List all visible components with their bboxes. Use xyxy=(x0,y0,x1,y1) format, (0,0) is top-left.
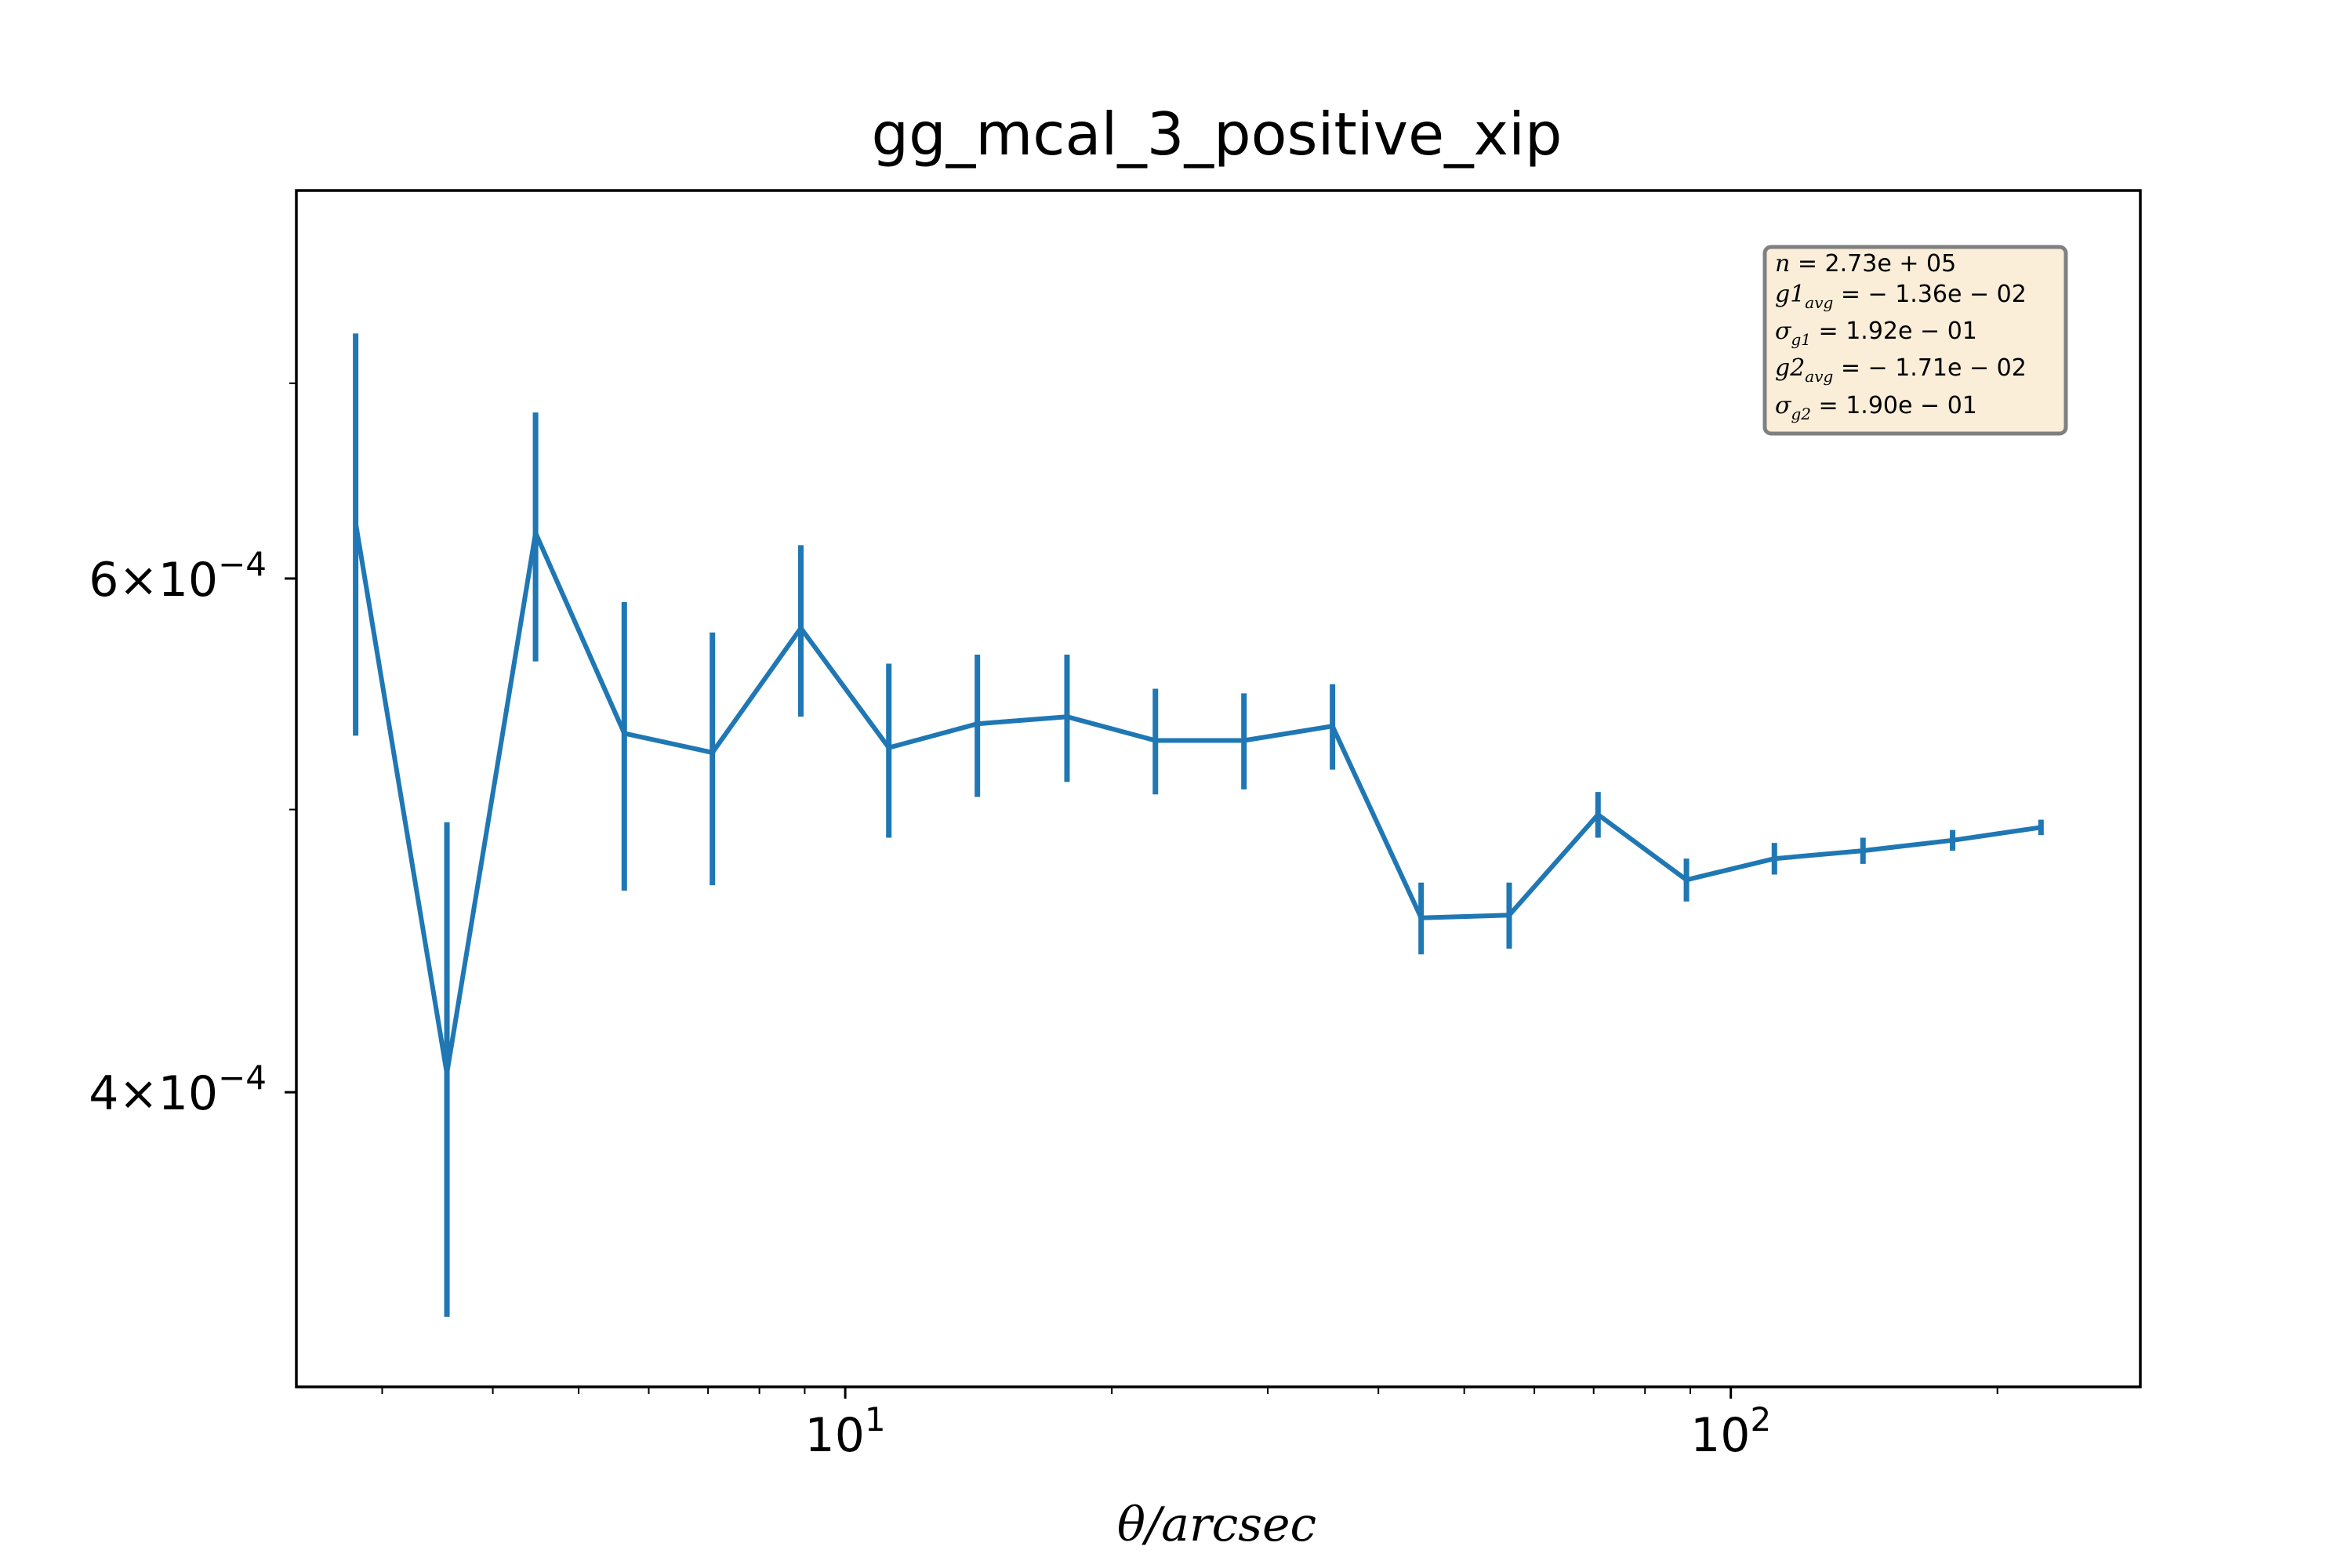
data-point xyxy=(1418,915,1424,920)
data-point xyxy=(1950,837,1955,843)
data-point xyxy=(1595,812,1601,818)
data-point xyxy=(353,520,358,525)
data-point xyxy=(1241,738,1247,743)
stat-g1-avg: g1avg = − 1.36e − 02 xyxy=(1775,281,2027,312)
x-tick-label: 101 xyxy=(805,1400,886,1463)
stat-sigma-g1: σg1 = 1.92e − 01 xyxy=(1775,318,1977,349)
data-point xyxy=(445,1071,450,1076)
data-point xyxy=(1860,848,1866,854)
x-axis: 101 102 xyxy=(381,1387,1998,1463)
chart-title: gg_mcal_3_positive_xip xyxy=(871,100,1562,169)
stat-n: n = 2.73e + 05 xyxy=(1775,250,1956,278)
data-point xyxy=(1772,856,1777,862)
data-point xyxy=(1684,877,1690,883)
stat-sigma-g2: σg2 = 1.90e − 01 xyxy=(1775,392,1977,423)
x-axis-label: θ/arcsec xyxy=(1117,1497,1316,1552)
y-tick-label: 4×10−4 xyxy=(89,1058,267,1121)
series-group xyxy=(353,333,2044,1317)
data-point xyxy=(2038,825,2044,830)
y-tick-label: 6×10−4 xyxy=(89,545,267,608)
data-point xyxy=(622,731,627,736)
data-point xyxy=(1330,724,1335,729)
data-point xyxy=(798,626,804,631)
data-point xyxy=(533,530,539,535)
data-point xyxy=(1152,738,1158,743)
data-point xyxy=(710,750,715,755)
stats-annotation-box: n = 2.73e + 05 g1avg = − 1.36e − 02 σg1 … xyxy=(1762,245,2068,436)
data-point xyxy=(886,745,891,750)
x-axis-label-text: θ/arcsec xyxy=(1117,1497,1316,1552)
data-point xyxy=(1064,714,1069,720)
x-tick-label: 102 xyxy=(1690,1400,1771,1463)
data-point xyxy=(1506,913,1512,918)
stat-g2-avg: g2avg = − 1.71e − 02 xyxy=(1775,354,2027,386)
series-line xyxy=(353,522,2042,1076)
data-point xyxy=(975,721,980,727)
stats-box-frame xyxy=(1762,245,2068,436)
y-axis: 4×10−4 6×10−4 xyxy=(89,382,296,1121)
